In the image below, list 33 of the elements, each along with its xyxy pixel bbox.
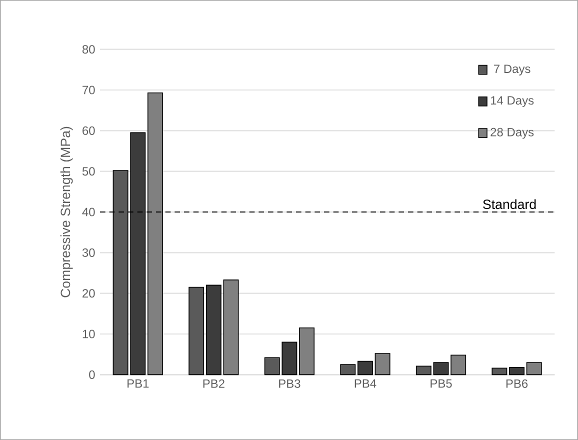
x-tick-label: PB1 xyxy=(128,379,149,388)
bar xyxy=(223,280,239,376)
y-tick-label: 50 xyxy=(82,167,95,176)
x-tick-label: PB4 xyxy=(354,379,376,388)
bar xyxy=(492,368,508,376)
bar xyxy=(299,328,315,376)
y-tick-label: 30 xyxy=(82,248,95,257)
y-tick-label: 40 xyxy=(82,208,95,216)
bar xyxy=(416,366,432,376)
y-tick-label: 70 xyxy=(82,86,95,94)
y-tick-label: 0 xyxy=(89,370,95,379)
y-axis-title: Compressive Strength (MPa) xyxy=(60,126,73,298)
bar xyxy=(340,364,356,376)
bar xyxy=(433,362,449,376)
y-tick-label: 60 xyxy=(82,126,95,135)
y-tick-label: 10 xyxy=(82,330,95,338)
bar xyxy=(509,366,525,376)
x-tick-label: PB5 xyxy=(430,379,452,388)
bar xyxy=(450,354,466,376)
bar xyxy=(374,353,390,376)
ref-line-label: Standard xyxy=(483,199,536,210)
x-tick-label: PB2 xyxy=(203,379,224,388)
legend-label: 14 Days xyxy=(490,96,534,108)
y-tick-label: 20 xyxy=(82,289,95,298)
bar xyxy=(357,360,373,376)
legend-label: 7 Days xyxy=(494,64,530,76)
y-tick-label: 80 xyxy=(82,45,95,54)
bar xyxy=(206,284,222,376)
x-tick-label: PB6 xyxy=(506,379,528,388)
legend-label: 28 Days xyxy=(490,128,534,139)
bar xyxy=(188,286,204,376)
x-tick-label: PB3 xyxy=(279,379,300,388)
bar xyxy=(526,362,542,376)
